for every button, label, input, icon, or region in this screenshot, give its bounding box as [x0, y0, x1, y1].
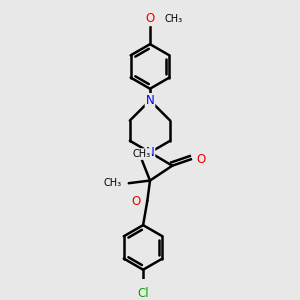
- Text: O: O: [146, 12, 154, 25]
- Text: N: N: [146, 146, 154, 159]
- Text: CH₃: CH₃: [103, 178, 121, 188]
- Text: Cl: Cl: [137, 286, 149, 300]
- Text: O: O: [132, 195, 141, 208]
- Text: CH₃: CH₃: [133, 149, 151, 159]
- Text: N: N: [146, 94, 154, 107]
- Text: O: O: [196, 153, 206, 166]
- Text: CH₃: CH₃: [165, 14, 183, 24]
